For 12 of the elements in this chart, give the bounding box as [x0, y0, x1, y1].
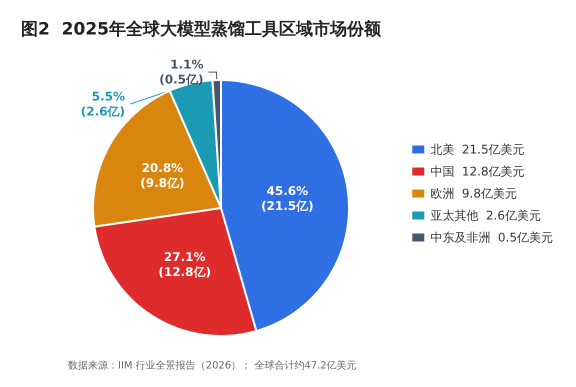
chart-title: 图2 2025年全球大模型蒸馏工具区域市场份额 [21, 20, 382, 40]
legend-label: 北美 21.5亿美元 [430, 142, 525, 156]
data-label: 45.6% (21.5亿) [261, 184, 314, 214]
data-label: 20.8% (9.8亿) [140, 161, 185, 190]
legend-label: 亚太其他 2.6亿美元 [430, 208, 542, 222]
data-label: 5.5% (2.6亿) [80, 90, 126, 119]
data-label: 27.1% (12.8亿) [158, 250, 211, 279]
source-note: 数据来源：IIM 行业全景报告（2026）； 全球合计约47.2亿美元 [68, 360, 357, 372]
legend-label: 中东及非洲 0.5亿美元 [430, 230, 554, 244]
data-label: 1.1% (0.5亿) [159, 58, 204, 87]
legend-label: 欧洲 9.8亿美元 [430, 186, 518, 200]
legend-label: 中国 12.8亿美元 [430, 164, 525, 178]
